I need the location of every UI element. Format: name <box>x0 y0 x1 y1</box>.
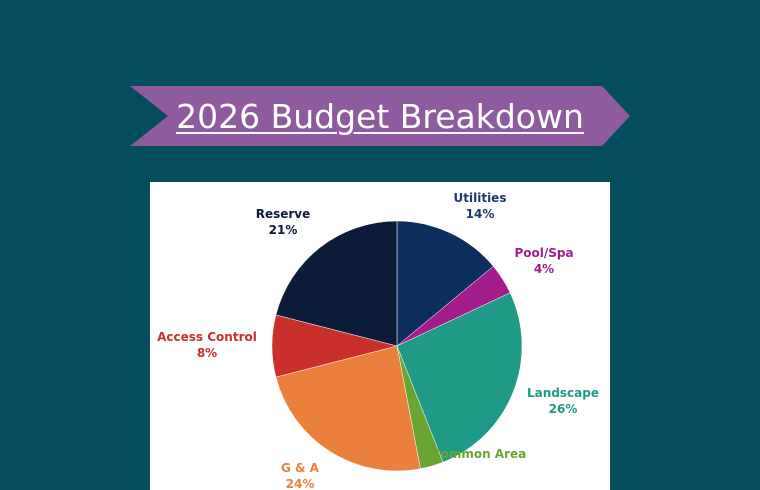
slice-value-g-a: 24% <box>286 477 315 490</box>
slice-label-utilities: Utilities <box>454 191 507 205</box>
slice-value-pool-spa: 4% <box>534 262 554 276</box>
pie-slice-utilities <box>396 220 494 347</box>
pie-slice-landscape <box>396 292 523 463</box>
slice-value-reserve: 21% <box>269 223 298 237</box>
budget-pie-chart: Utilities 14% Pool/Spa 4% Landscape 26% Common… <box>157 191 599 490</box>
slice-label-access-control: Access Control <box>157 330 257 344</box>
slice-value-utilities: 14% <box>466 207 495 221</box>
pie-slice-reserve <box>275 220 398 347</box>
chart-card: Utilities 14% Pool/Spa 4% Landscape 26% Common… <box>150 182 610 490</box>
slice-label-reserve: Reserve <box>256 207 311 221</box>
slice-label-common-area: Common Area <box>432 447 526 461</box>
slice-label-pool-spa: Pool/Spa <box>514 246 573 260</box>
pie-slice-g-a <box>275 345 421 472</box>
slice-label-landscape: Landscape <box>527 386 599 400</box>
slice-label-g-a: G & A <box>281 461 320 475</box>
title-banner-shape <box>130 86 630 146</box>
slice-value-landscape: 26% <box>549 402 578 416</box>
slice-value-access-control: 8% <box>197 346 217 360</box>
page-title: 2026 Budget Breakdown <box>176 96 584 136</box>
